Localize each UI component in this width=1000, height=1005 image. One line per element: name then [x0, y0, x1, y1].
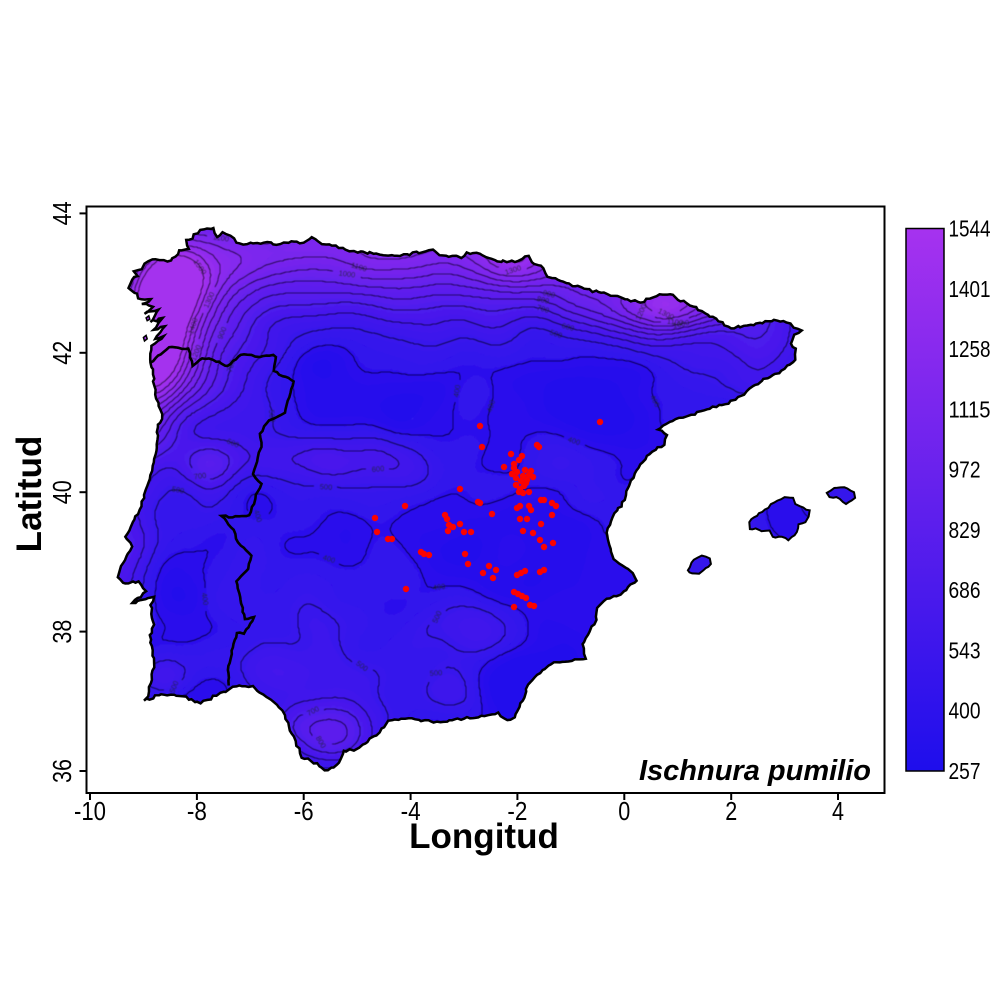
- svg-text:38: 38: [47, 620, 77, 644]
- svg-text:Ischnura pumilio: Ischnura pumilio: [639, 755, 871, 787]
- svg-text:1115: 1115: [949, 396, 991, 422]
- svg-text:-2: -2: [507, 796, 527, 826]
- svg-text:0: 0: [618, 796, 630, 826]
- svg-text:1401: 1401: [949, 276, 991, 302]
- svg-text:400: 400: [252, 509, 264, 524]
- svg-text:40: 40: [47, 480, 77, 504]
- svg-text:400: 400: [322, 553, 337, 565]
- svg-text:829: 829: [949, 517, 981, 543]
- svg-text:900: 900: [542, 288, 556, 300]
- svg-text:500: 500: [171, 484, 185, 495]
- svg-text:1544: 1544: [949, 216, 991, 242]
- svg-text:1000: 1000: [338, 268, 356, 279]
- svg-text:1000: 1000: [672, 318, 690, 330]
- svg-text:-4: -4: [401, 796, 421, 826]
- svg-text:700: 700: [225, 359, 237, 374]
- svg-text:800: 800: [536, 294, 550, 306]
- svg-text:500: 500: [267, 409, 277, 422]
- svg-text:1100: 1100: [212, 232, 229, 243]
- svg-text:1258: 1258: [949, 336, 991, 362]
- svg-text:686: 686: [949, 577, 981, 603]
- svg-text:1100: 1100: [350, 260, 368, 273]
- svg-text:400: 400: [567, 435, 582, 448]
- svg-text:44: 44: [47, 201, 77, 225]
- svg-text:500: 500: [320, 482, 333, 492]
- svg-text:500: 500: [167, 680, 180, 695]
- svg-text:600: 600: [371, 464, 384, 474]
- svg-text:Longitud: Longitud: [409, 817, 559, 856]
- svg-text:-8: -8: [187, 796, 207, 826]
- svg-text:1100: 1100: [667, 317, 684, 327]
- svg-text:-6: -6: [294, 796, 314, 826]
- svg-text:36: 36: [47, 759, 77, 783]
- svg-text:400: 400: [452, 384, 463, 398]
- svg-text:500: 500: [429, 668, 442, 678]
- svg-text:400: 400: [432, 582, 446, 592]
- svg-text:400: 400: [200, 592, 211, 606]
- svg-text:543: 543: [949, 637, 981, 663]
- svg-text:42: 42: [47, 341, 77, 365]
- svg-text:700: 700: [193, 471, 207, 481]
- svg-text:600: 600: [561, 321, 576, 333]
- svg-text:4: 4: [832, 796, 844, 826]
- svg-text:900: 900: [215, 326, 228, 341]
- svg-text:-10: -10: [74, 796, 106, 826]
- svg-text:Latitud: Latitud: [10, 436, 49, 553]
- svg-text:400: 400: [949, 698, 981, 724]
- svg-text:972: 972: [949, 457, 981, 483]
- svg-text:2: 2: [725, 796, 737, 826]
- svg-text:400: 400: [485, 399, 497, 414]
- svg-text:257: 257: [949, 758, 981, 784]
- svg-text:500: 500: [549, 328, 564, 341]
- svg-text:700: 700: [536, 303, 551, 315]
